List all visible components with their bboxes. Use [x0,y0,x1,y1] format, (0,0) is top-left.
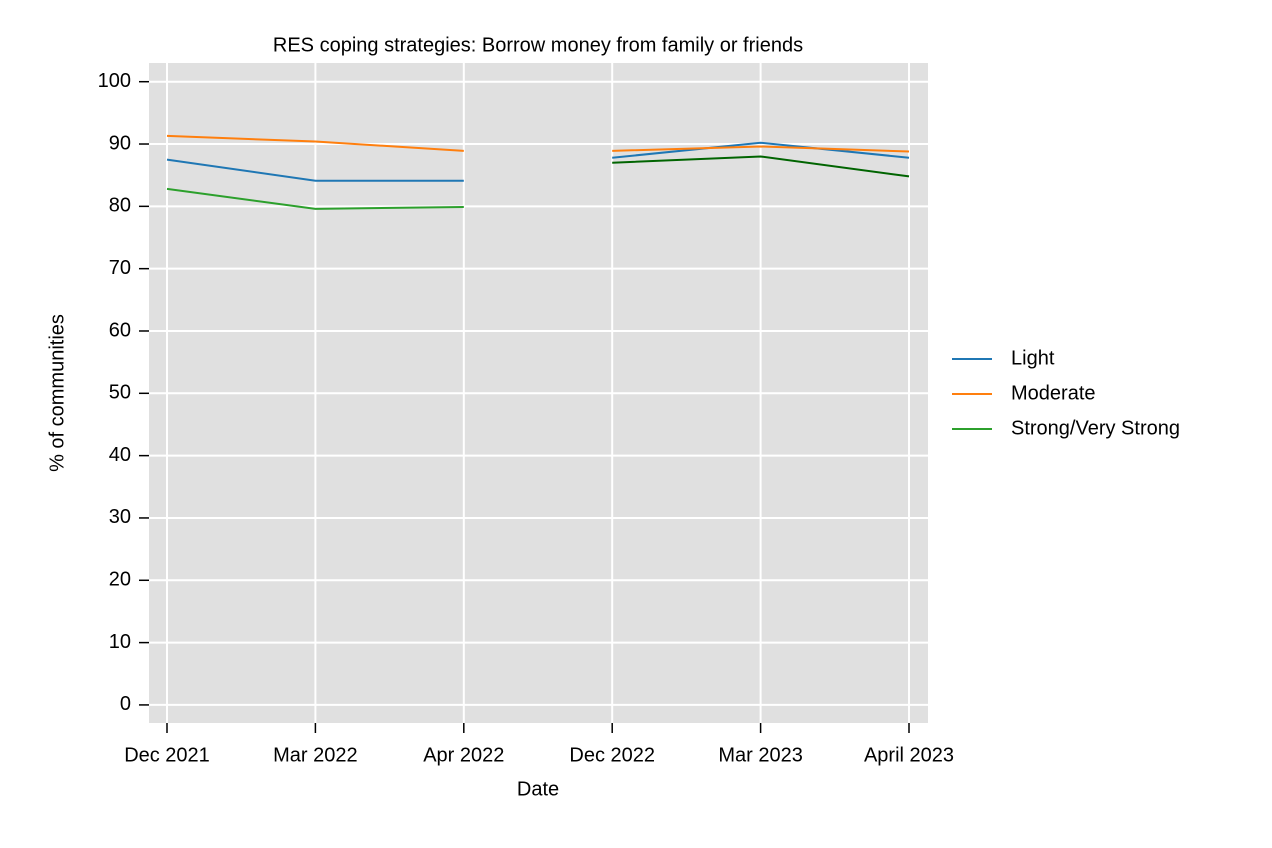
y-tick-label: 20 [109,569,131,591]
y-tick-label: 60 [109,319,131,341]
legend-label: Strong/Very Strong [1011,417,1180,439]
y-tick-label: 50 [109,382,131,404]
line-series [166,134,464,152]
line-series [612,141,910,159]
x-tick-label: Apr 2022 [423,744,504,766]
chart-title: RES coping strategies: Borrow money from… [273,34,803,56]
line-series [166,158,464,182]
y-tick-label: 90 [109,132,131,154]
x-tick-label: Dec 2022 [569,744,655,766]
legend-label: Moderate [1011,382,1096,404]
x-axis-label: Date [517,778,559,800]
x-tick-label: Dec 2021 [124,744,210,766]
x-tick-label: Mar 2023 [718,744,803,766]
line-series [612,155,910,178]
y-tick-label: 30 [109,506,131,528]
line-series [612,145,910,153]
line-series [166,187,464,210]
x-tick-label: Mar 2022 [273,744,358,766]
y-tick-label: 80 [109,195,131,217]
legend-label: Light [1011,347,1055,369]
y-tick-label: 100 [98,70,131,92]
y-tick-label: 10 [109,631,131,653]
y-tick-label: 70 [109,257,131,279]
y-tick-label: 0 [120,693,131,715]
x-tick-label: April 2023 [864,744,954,766]
y-tick-label: 40 [109,444,131,466]
y-axis-label: % of communities [46,314,68,472]
